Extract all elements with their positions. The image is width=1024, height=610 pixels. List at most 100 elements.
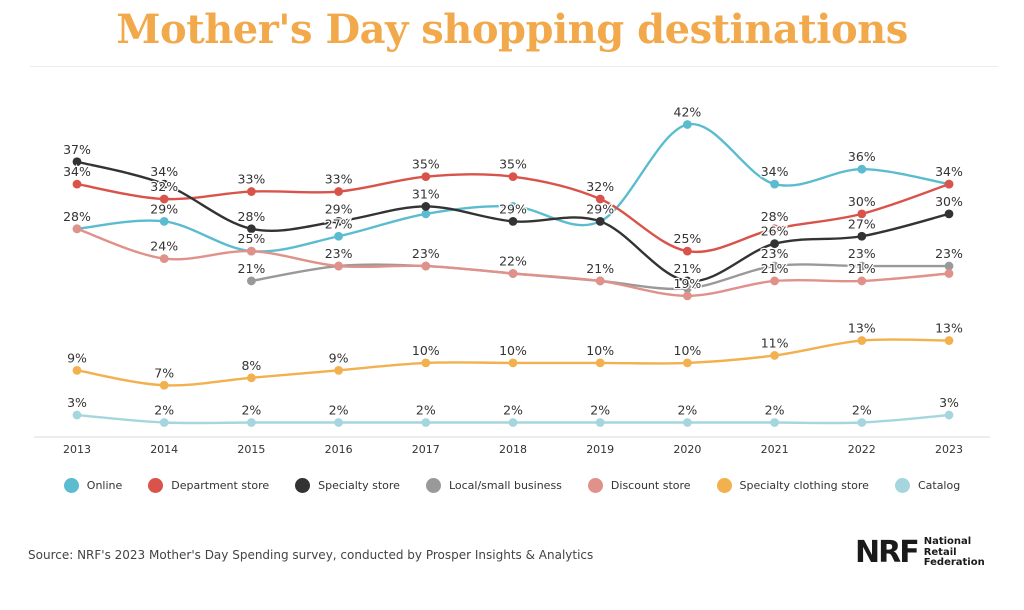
- data-point-specialty-store: [159, 179, 169, 189]
- data-point-specialty-clothing-store: [770, 351, 779, 360]
- data-point-catalog: [944, 410, 954, 420]
- legend-label: Specialty clothing store: [739, 479, 869, 492]
- data-label-discount-store: 21%: [761, 261, 789, 276]
- data-point-specialty-store: [247, 224, 256, 234]
- data-point-specialty-store: [595, 216, 605, 226]
- data-point-specialty-store: [857, 231, 867, 241]
- data-label-catalog: 2%: [416, 403, 436, 418]
- data-point-specialty-store: [334, 216, 343, 226]
- data-label-catalog: 3%: [939, 395, 959, 410]
- data-label-specialty-store: 34%: [150, 164, 178, 179]
- data-label-department-store: 32%: [150, 179, 178, 194]
- x-tick-label: 2014: [150, 443, 178, 456]
- x-tick-label: 2021: [761, 443, 789, 456]
- data-label-catalog: 2%: [241, 403, 261, 418]
- data-label-specialty-clothing-store: 10%: [674, 343, 702, 358]
- data-point-department-store: [683, 246, 692, 256]
- legend-item: Discount store: [587, 478, 691, 493]
- legend-label: Local/small business: [448, 479, 562, 492]
- data-point-local-small-business: [683, 284, 692, 293]
- data-label-discount-store: 24%: [150, 239, 178, 254]
- data-point-specialty-store: [72, 157, 82, 167]
- data-label-catalog: 2%: [677, 403, 697, 418]
- data-point-department-store: [857, 209, 867, 219]
- data-label-online: 42%: [674, 105, 702, 120]
- source-note: Source: NRF's 2023 Mother's Day Spending…: [28, 548, 594, 562]
- data-label-specialty-store: 37%: [63, 142, 91, 157]
- data-label-department-store: 25%: [674, 231, 702, 246]
- data-point-specialty-clothing-store: [421, 358, 431, 368]
- logo-text: National Retail Federation: [923, 536, 985, 569]
- data-label-catalog: 2%: [590, 403, 610, 418]
- data-point-local-small-business: [247, 276, 256, 286]
- data-label-online: 29%: [586, 201, 614, 216]
- data-point-catalog: [683, 418, 692, 427]
- data-point-online: [770, 179, 779, 189]
- data-label-discount-store: 21%: [586, 261, 614, 276]
- data-point-online: [334, 231, 343, 241]
- data-label-online: 36%: [848, 149, 876, 164]
- data-point-department-store: [334, 187, 343, 196]
- data-label-specialty-store: 29%: [325, 201, 353, 216]
- legend-label: Department store: [171, 479, 270, 492]
- data-point-catalog: [334, 418, 343, 427]
- data-point-catalog: [770, 418, 779, 427]
- data-point-department-store: [72, 179, 82, 189]
- x-tick-label: 2013: [63, 443, 91, 456]
- data-label-department-store: 30%: [848, 194, 876, 209]
- chart-title: Mother's Day shopping destinations: [116, 6, 908, 53]
- data-label-specialty-clothing-store: 10%: [499, 343, 527, 358]
- data-label-online: 29%: [150, 201, 178, 216]
- data-label-specialty-clothing-store: 13%: [935, 321, 963, 336]
- title-divider: [30, 66, 998, 67]
- legend-swatch: [63, 478, 79, 493]
- data-point-specialty-clothing-store: [944, 336, 954, 345]
- legend-swatch: [716, 478, 732, 493]
- legend-swatch: [148, 478, 164, 493]
- data-point-department-store: [421, 172, 431, 182]
- data-point-online: [159, 216, 169, 226]
- series-points: [72, 120, 954, 427]
- data-point-discount-store: [421, 261, 431, 271]
- data-label-catalog: 2%: [503, 403, 523, 418]
- data-point-catalog: [247, 418, 256, 427]
- data-label-department-store: 34%: [63, 164, 91, 179]
- legend-item: Local/small business: [425, 478, 562, 493]
- data-label-catalog: 2%: [329, 403, 349, 418]
- data-label-online: 25%: [238, 231, 266, 246]
- data-label-department-store: 33%: [238, 172, 266, 187]
- data-point-catalog: [72, 410, 82, 420]
- data-point-discount-store: [72, 224, 82, 234]
- legend-label: Catalog: [917, 479, 961, 492]
- data-point-department-store: [159, 194, 169, 204]
- data-point-online: [508, 202, 518, 211]
- logo-line-1: National: [923, 536, 972, 547]
- data-point-discount-store: [159, 254, 169, 263]
- x-tick-label: 2016: [325, 443, 353, 456]
- data-label-local-small-business: 23%: [935, 246, 963, 261]
- legend-item: Department store: [148, 478, 269, 493]
- data-point-discount-store: [595, 276, 605, 286]
- legend-label: Discount store: [610, 479, 691, 492]
- data-point-specialty-clothing-store: [683, 358, 692, 368]
- x-tick-label: 2020: [673, 443, 701, 456]
- data-point-department-store: [595, 194, 605, 204]
- data-point-discount-store: [508, 269, 518, 278]
- data-point-department-store: [247, 187, 256, 196]
- data-point-catalog: [508, 418, 518, 427]
- data-label-specialty-clothing-store: 11%: [761, 335, 789, 350]
- data-label-online: 34%: [761, 164, 789, 179]
- line-chart: 2013 2014 2015 2016 2017 2018 2019 2020 2021 2022…: [34, 103, 990, 456]
- x-tick-label: 2019: [586, 443, 614, 456]
- data-point-online: [421, 209, 431, 219]
- data-label-local-small-business: 23%: [848, 246, 876, 261]
- data-label-specialty-store: 21%: [674, 261, 702, 276]
- data-label-discount-store: 21%: [848, 261, 876, 276]
- data-label-local-small-business: 23%: [761, 246, 789, 261]
- data-label-specialty-clothing-store: 7%: [154, 365, 174, 380]
- legend-item: Specialty clothing store: [716, 478, 869, 493]
- data-label-specialty-store: 29%: [499, 201, 527, 216]
- data-point-discount-store: [334, 261, 343, 271]
- logo-line-3: Federation: [923, 557, 985, 568]
- data-point-specialty-clothing-store: [72, 365, 82, 375]
